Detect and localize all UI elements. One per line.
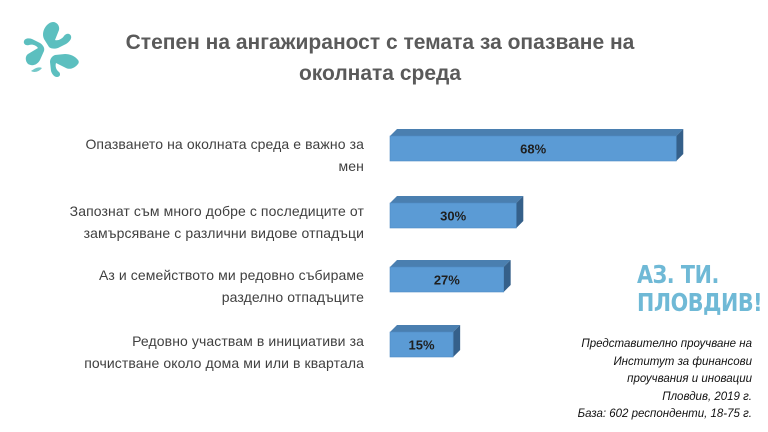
bar-4-top [390, 325, 461, 332]
title-line-2: околната среда [298, 62, 462, 85]
chart-title: Степен на ангажираност с темата за опазв… [100, 27, 660, 89]
bar-3: 27% [389, 260, 511, 293]
category-label-4-line-1: Редовно участвам в инициативи за [132, 333, 364, 349]
category-label-2: Запознат съм много добре с последиците о… [19, 200, 364, 244]
title-line-1: Степен на ангажираност с темата за опазв… [125, 31, 635, 54]
hands-triangle-logo-icon [23, 22, 79, 77]
survey-footnote: Представително проучване на Институт за … [492, 336, 752, 424]
bar-3-top [390, 260, 511, 267]
category-label-3-line-2: разделно отпадъците [221, 289, 364, 305]
footnote-line-5: База: 602 респонденти, 18-75 г. [577, 408, 752, 420]
bar-2: 30% [389, 196, 524, 229]
category-label-1: Опазването на околната среда е важно за … [19, 133, 364, 177]
data-label-2: 30% [440, 209, 466, 224]
bar-3-front [389, 266, 504, 293]
data-label-3: 27% [434, 273, 460, 288]
bar-4-side [453, 325, 461, 357]
brand-logo-text: АЗ. ТИ. ПЛОВДИВ! [637, 260, 763, 317]
data-label-4: 15% [409, 338, 435, 353]
bar-4-front [389, 331, 454, 358]
category-label-3: Аз и семейството ми редовно събираме раз… [19, 264, 364, 308]
footnote-line-2: Институт за финансови [613, 355, 752, 368]
category-label-3-line-1: Аз и семейството ми редовно събираме [98, 267, 364, 283]
category-label-1-line-2: мен [338, 158, 364, 174]
category-label-1-line-1: Опазването на околната среда е важно за [85, 136, 364, 152]
category-label-4-line-2: почистване около дома ми или в квартала [84, 355, 364, 371]
category-label-2-line-2: замърсяване с различни видове отпадъци [83, 225, 364, 241]
bar-2-front [389, 202, 517, 229]
bar-2-side [516, 196, 524, 228]
brand-line-2: ПЛОВДИВ! [637, 288, 763, 317]
data-label-1: 68% [520, 142, 546, 157]
category-label-4: Редовно участвам в инициативи за почиств… [19, 330, 364, 374]
footnote-line-3: проучвания и иновации [627, 373, 752, 385]
bar-2-top [390, 196, 524, 203]
bar-3-side [503, 260, 511, 292]
bar-1: 68% [389, 129, 684, 162]
category-label-2-line-1: Запознат съм много добре с последиците о… [69, 203, 364, 219]
footnote-line-4: Пловдив, 2019 г. [662, 390, 752, 403]
bar-1-front [389, 135, 677, 162]
bar-4: 15% [389, 325, 461, 358]
bar-1-side [676, 129, 684, 161]
bar-1-top [390, 129, 684, 136]
brand-line-1: АЗ. ТИ. [637, 260, 719, 289]
footnote-line-1: Представително проучване на [581, 338, 752, 350]
